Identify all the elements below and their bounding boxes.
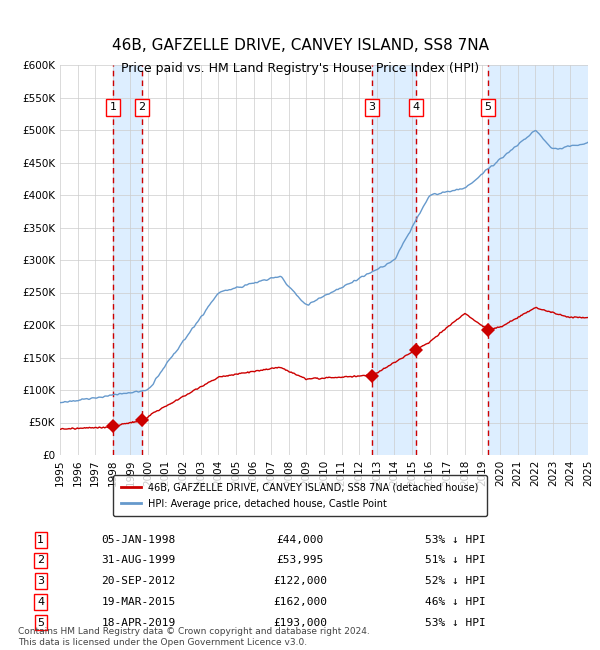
Text: 3: 3 [368, 102, 376, 112]
Text: 46% ↓ HPI: 46% ↓ HPI [425, 597, 486, 607]
Text: 2: 2 [139, 102, 146, 112]
Text: 53% ↓ HPI: 53% ↓ HPI [425, 535, 486, 545]
Text: 5: 5 [484, 102, 491, 112]
Text: 51% ↓ HPI: 51% ↓ HPI [425, 556, 486, 566]
Text: £193,000: £193,000 [273, 618, 327, 627]
Text: 20-SEP-2012: 20-SEP-2012 [101, 576, 176, 586]
Text: 5: 5 [37, 618, 44, 627]
Text: £122,000: £122,000 [273, 576, 327, 586]
Bar [113, 65, 142, 455]
Text: 05-JAN-1998: 05-JAN-1998 [101, 535, 176, 545]
Text: 4: 4 [37, 597, 44, 607]
Bar [488, 65, 588, 455]
Text: Price paid vs. HM Land Registry's House Price Index (HPI): Price paid vs. HM Land Registry's House … [121, 62, 479, 75]
Text: 53% ↓ HPI: 53% ↓ HPI [425, 618, 486, 627]
Legend: 46B, GAFZELLE DRIVE, CANVEY ISLAND, SS8 7NA (detached house), HPI: Average price: 46B, GAFZELLE DRIVE, CANVEY ISLAND, SS8 … [113, 475, 487, 516]
Text: 31-AUG-1999: 31-AUG-1999 [101, 556, 176, 566]
Text: £53,995: £53,995 [277, 556, 323, 566]
Text: 1: 1 [110, 102, 117, 112]
Text: 2: 2 [37, 556, 44, 566]
Text: 18-APR-2019: 18-APR-2019 [101, 618, 176, 627]
Text: 52% ↓ HPI: 52% ↓ HPI [425, 576, 486, 586]
Text: 4: 4 [412, 102, 419, 112]
Text: 1: 1 [37, 535, 44, 545]
Text: £162,000: £162,000 [273, 597, 327, 607]
Text: 3: 3 [37, 576, 44, 586]
Text: £44,000: £44,000 [277, 535, 323, 545]
Text: Contains HM Land Registry data © Crown copyright and database right 2024.
This d: Contains HM Land Registry data © Crown c… [18, 627, 370, 647]
Text: 46B, GAFZELLE DRIVE, CANVEY ISLAND, SS8 7NA: 46B, GAFZELLE DRIVE, CANVEY ISLAND, SS8 … [112, 38, 488, 53]
Bar [372, 65, 416, 455]
Text: 19-MAR-2015: 19-MAR-2015 [101, 597, 176, 607]
